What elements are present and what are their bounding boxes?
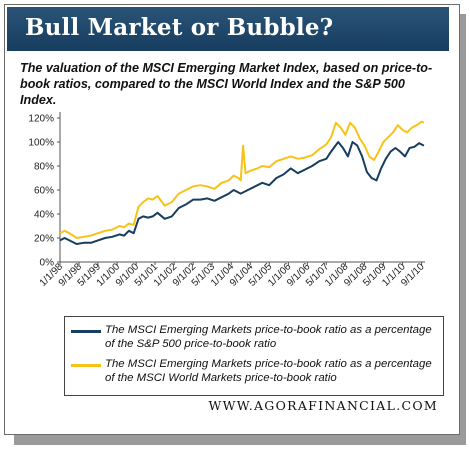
chart-subtitle: The valuation of the MSCI Emerging Marke… [20,61,433,107]
y-tick-label: 120% [28,114,54,125]
chart-card [4,4,460,435]
legend-swatch-gold [71,364,101,367]
y-tick-label: 60% [34,186,54,197]
title-banner: Bull Market or Bubble? [7,7,449,51]
legend-label-world: The MSCI Emerging Markets price-to-book … [105,358,432,384]
y-tick-label: 40% [34,210,54,221]
y-tick-label: 80% [34,162,54,173]
legend-swatch-navy [71,330,101,333]
legend-item-sp500: The MSCI Emerging Markets price-to-book … [71,323,437,355]
legend-label-sp500: The MSCI Emerging Markets price-to-book … [105,324,432,350]
footer-url: WWW.AGORAFINANCIAL.COM [208,398,438,413]
y-tick-label: 20% [34,234,54,245]
banner-title: Bull Market or Bubble? [25,14,334,41]
y-tick-label: 0% [40,258,55,269]
chart-legend: The MSCI Emerging Markets price-to-book … [64,316,444,396]
y-tick-label: 100% [28,138,54,149]
series-line-world [59,120,425,239]
legend-item-world: The MSCI Emerging Markets price-to-book … [71,357,437,389]
series-line-sp500 [59,141,425,245]
